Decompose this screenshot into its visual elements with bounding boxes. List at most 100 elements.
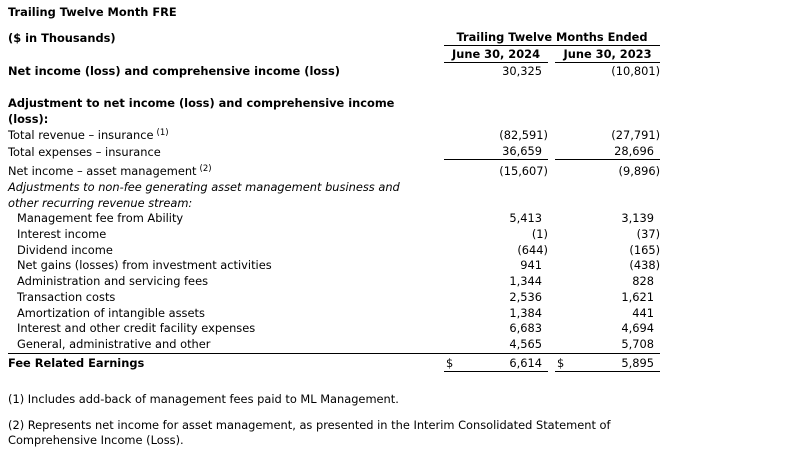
- total-row: Fee Related Earnings $6,614 $5,895: [8, 352, 661, 372]
- row-label: Dividend income: [8, 243, 444, 259]
- gap: [548, 211, 555, 227]
- currency: $: [555, 352, 567, 372]
- row-label: Interest and other credit facility expen…: [8, 321, 444, 337]
- footnote: (2) Represents net income for asset mana…: [8, 418, 611, 447]
- value: (27,791): [611, 128, 661, 142]
- row-label: Total expenses – insurance: [8, 143, 444, 160]
- row-label: Administration and servicing fees: [8, 274, 444, 290]
- value: 36,659: [456, 143, 548, 160]
- currency: [555, 290, 567, 306]
- fre-table: ($ in Thousands) Trailing Twelve Months E…: [8, 29, 661, 372]
- heading-text: Adjustment to net income (loss) and comp…: [8, 96, 395, 126]
- currency: [444, 290, 456, 306]
- value: 30,325: [502, 64, 542, 78]
- header-group: Trailing Twelve Months Ended: [444, 29, 661, 46]
- value: (165): [629, 242, 661, 257]
- footnote-ref: (2): [199, 164, 212, 174]
- gap: [548, 274, 555, 290]
- row-label: Net income – asset management (2): [8, 160, 444, 180]
- currency: [444, 63, 456, 80]
- section-heading: Adjustment to net income (loss) and comp…: [8, 95, 660, 127]
- value: (82,591): [499, 128, 548, 142]
- gap: [548, 321, 555, 337]
- row-label: Amortization of intangible assets: [8, 306, 444, 322]
- value: 5,708: [621, 337, 655, 351]
- currency: [555, 337, 567, 353]
- currency: [555, 274, 567, 290]
- footnote-ref: (1): [156, 128, 169, 138]
- row: Administration and servicing fees 1,344 82…: [8, 274, 660, 290]
- label-text: Interest and other credit facility expen…: [17, 321, 256, 336]
- column-header: June 30, 2024: [444, 45, 548, 63]
- label-text: Net income – asset management: [8, 164, 197, 178]
- value: 3,139: [621, 211, 655, 225]
- label-text: Fee Related Earnings: [8, 356, 145, 371]
- footnotes: (1) Includes add-back of management fees…: [8, 392, 648, 458]
- currency: [555, 306, 567, 322]
- value: (37): [636, 226, 661, 241]
- value: 28,696: [567, 143, 661, 160]
- value: 441: [632, 305, 655, 320]
- currency: [555, 321, 567, 337]
- gap: [548, 227, 555, 243]
- row: Net gains (losses) from investment activ…: [8, 258, 660, 274]
- label-text: Total revenue – insurance: [8, 128, 154, 142]
- gap: [548, 63, 555, 80]
- label-text: Amortization of intangible assets: [17, 305, 205, 320]
- gap: [548, 337, 555, 353]
- currency: [555, 258, 567, 274]
- row: Total expenses – insurance 36,659 28,696: [8, 143, 661, 160]
- currency: $: [444, 352, 456, 372]
- blank: [8, 46, 444, 63]
- currency: [444, 160, 456, 180]
- gap: [548, 258, 555, 274]
- currency: [444, 227, 456, 243]
- currency: [444, 337, 456, 353]
- value: (15,607): [499, 164, 548, 178]
- blank: [548, 46, 555, 63]
- row-label: Transaction costs: [8, 290, 444, 306]
- row-label: Fee Related Earnings: [8, 352, 444, 372]
- label-text: General, administrative and other: [17, 337, 211, 351]
- currency: [444, 243, 456, 259]
- currency: [555, 143, 567, 160]
- gap: [548, 243, 555, 259]
- currency: [555, 211, 567, 227]
- currency: [444, 143, 456, 160]
- label-text: Transaction costs: [17, 289, 116, 304]
- label-text: Administration and servicing fees: [17, 274, 209, 288]
- currency: [555, 127, 567, 143]
- value: (10,801): [611, 64, 661, 78]
- currency: [555, 227, 567, 243]
- row: Dividend income (644) (165): [8, 243, 660, 259]
- row-label: General, administrative and other: [8, 337, 444, 353]
- section-heading: Adjustments to non-fee generating asset …: [8, 179, 660, 211]
- gap: [548, 352, 555, 372]
- row: General, administrative and other 4,565 5,…: [8, 337, 660, 353]
- row: Transaction costs 2,536 1,621: [8, 290, 660, 306]
- net-income-row: Net income (loss) and comprehensive inco…: [8, 63, 660, 80]
- heading-text: Adjustments to non-fee generating asset …: [8, 180, 400, 210]
- row: Total revenue – insurance (1) (82,591) (27,…: [8, 127, 660, 143]
- header-row: ($ in Thousands) Trailing Twelve Months E…: [8, 29, 661, 46]
- row: Amortization of intangible assets 1,384 44…: [8, 306, 660, 322]
- currency: [444, 274, 456, 290]
- value: (644): [517, 242, 548, 257]
- gap: [548, 143, 555, 160]
- blank: [444, 95, 660, 127]
- label-text: Interest income: [17, 226, 107, 241]
- header-row: June 30, 2024 June 30, 2023: [8, 45, 661, 63]
- value: 2,536: [509, 289, 542, 304]
- value: 5,895: [567, 352, 661, 372]
- label-text: Dividend income: [17, 242, 113, 257]
- row-label: Net income (loss) and comprehensive inco…: [8, 63, 444, 80]
- label-text: Net gains (losses) from investment activ…: [17, 258, 272, 273]
- value: 1,344: [509, 274, 542, 288]
- row: Management fee from Ability 5,413 3,139: [8, 211, 660, 227]
- currency: [444, 258, 456, 274]
- value: 941: [520, 258, 542, 273]
- value: 5,413: [509, 211, 542, 225]
- row: Net income – asset management (2) (15,607)…: [8, 160, 660, 180]
- value: 6,683: [509, 321, 542, 336]
